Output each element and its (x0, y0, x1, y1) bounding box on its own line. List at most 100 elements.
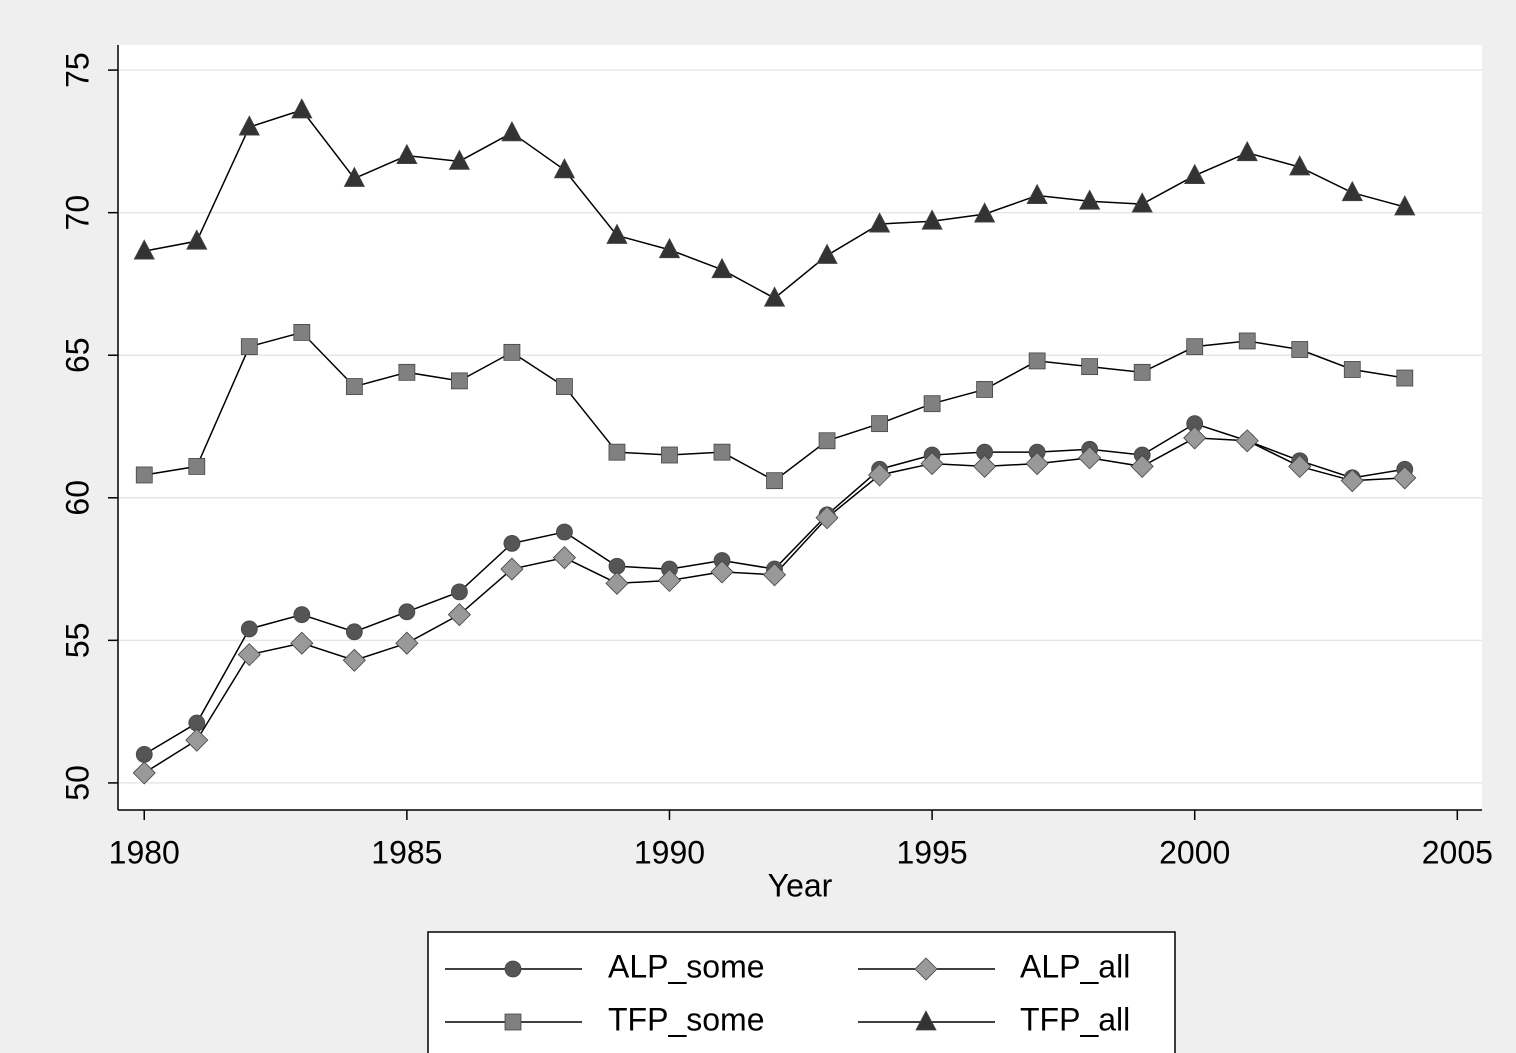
x-tick-label: 1985 (371, 834, 442, 870)
x-tick-label: 2005 (1422, 834, 1493, 870)
marker (500, 557, 524, 581)
legend-label: TFP_all (1020, 1001, 1130, 1037)
y-tick-label: 60 (59, 480, 95, 516)
legend-marker (504, 960, 522, 978)
marker (345, 623, 363, 641)
marker (450, 583, 468, 601)
marker (1028, 352, 1046, 370)
marker (658, 237, 681, 259)
marker (133, 239, 155, 260)
marker (185, 728, 209, 752)
legend-marker (915, 1010, 937, 1031)
legend-label: TFP_some (608, 1001, 764, 1037)
marker (1186, 338, 1204, 356)
marker (395, 631, 419, 655)
marker (240, 338, 258, 356)
marker (710, 560, 734, 584)
legend-marker (914, 957, 938, 981)
marker (132, 761, 156, 785)
marker (447, 603, 471, 627)
marker (396, 143, 418, 165)
marker (1288, 454, 1312, 478)
marker (188, 458, 206, 475)
marker (657, 568, 682, 593)
marker (973, 202, 996, 223)
legend-label: ALP_all (1020, 948, 1130, 984)
x-tick-label: 1980 (109, 834, 180, 870)
y-tick-label: 65 (59, 337, 95, 373)
marker (921, 209, 943, 230)
marker (1130, 454, 1154, 478)
marker (973, 454, 997, 478)
marker (1238, 332, 1256, 350)
marker (1396, 369, 1414, 387)
marker (342, 648, 366, 672)
marker (398, 363, 416, 381)
marker (290, 631, 314, 655)
marker (1291, 341, 1309, 358)
marker (345, 378, 363, 395)
marker (501, 120, 523, 142)
y-tick-label: 75 (59, 52, 95, 88)
x-tick-label: 1995 (896, 834, 967, 870)
marker (1289, 155, 1311, 176)
marker (818, 432, 836, 450)
marker (661, 446, 678, 464)
y-tick-label: 50 (59, 765, 95, 801)
marker (503, 535, 521, 552)
marker (608, 443, 626, 461)
marker (1026, 183, 1048, 204)
marker (556, 523, 573, 541)
x-axis-label: Year (768, 867, 833, 903)
marker (1081, 358, 1099, 376)
marker (868, 463, 892, 487)
marker (766, 472, 783, 490)
marker (868, 212, 891, 233)
marker (871, 415, 888, 433)
marker (605, 571, 629, 595)
marker (763, 286, 786, 307)
y-tick-label: 70 (59, 195, 95, 231)
x-tick-label: 1990 (634, 834, 705, 870)
marker (1184, 163, 1206, 184)
marker (1236, 140, 1258, 162)
marker (711, 257, 733, 279)
marker (238, 115, 260, 136)
marker (1394, 195, 1416, 216)
marker (920, 452, 944, 476)
legend-marker (504, 1013, 522, 1031)
marker (291, 98, 313, 119)
marker (1133, 363, 1151, 381)
marker (713, 443, 731, 461)
marker (1078, 446, 1102, 470)
marker (450, 372, 468, 390)
marker (343, 166, 366, 187)
marker (293, 606, 311, 624)
marker (923, 395, 941, 413)
x-tick-label: 2000 (1159, 834, 1230, 870)
marker (552, 546, 577, 570)
marker (556, 378, 573, 395)
marker (1235, 429, 1259, 453)
marker (815, 506, 839, 530)
marker (1131, 192, 1153, 213)
marker (1078, 189, 1101, 210)
marker (1340, 469, 1364, 493)
marker (240, 620, 258, 638)
marker (1183, 426, 1207, 450)
marker (135, 466, 153, 484)
marker (448, 149, 471, 170)
y-tick-label: 55 (59, 623, 95, 659)
marker (135, 745, 153, 763)
marker (553, 158, 576, 179)
plot-area (118, 45, 1482, 810)
marker (606, 223, 628, 244)
marker (1343, 361, 1361, 378)
marker (237, 643, 261, 667)
legend-box (427, 931, 1176, 1053)
marker (503, 343, 521, 361)
marker (762, 563, 787, 587)
marker (186, 229, 208, 250)
